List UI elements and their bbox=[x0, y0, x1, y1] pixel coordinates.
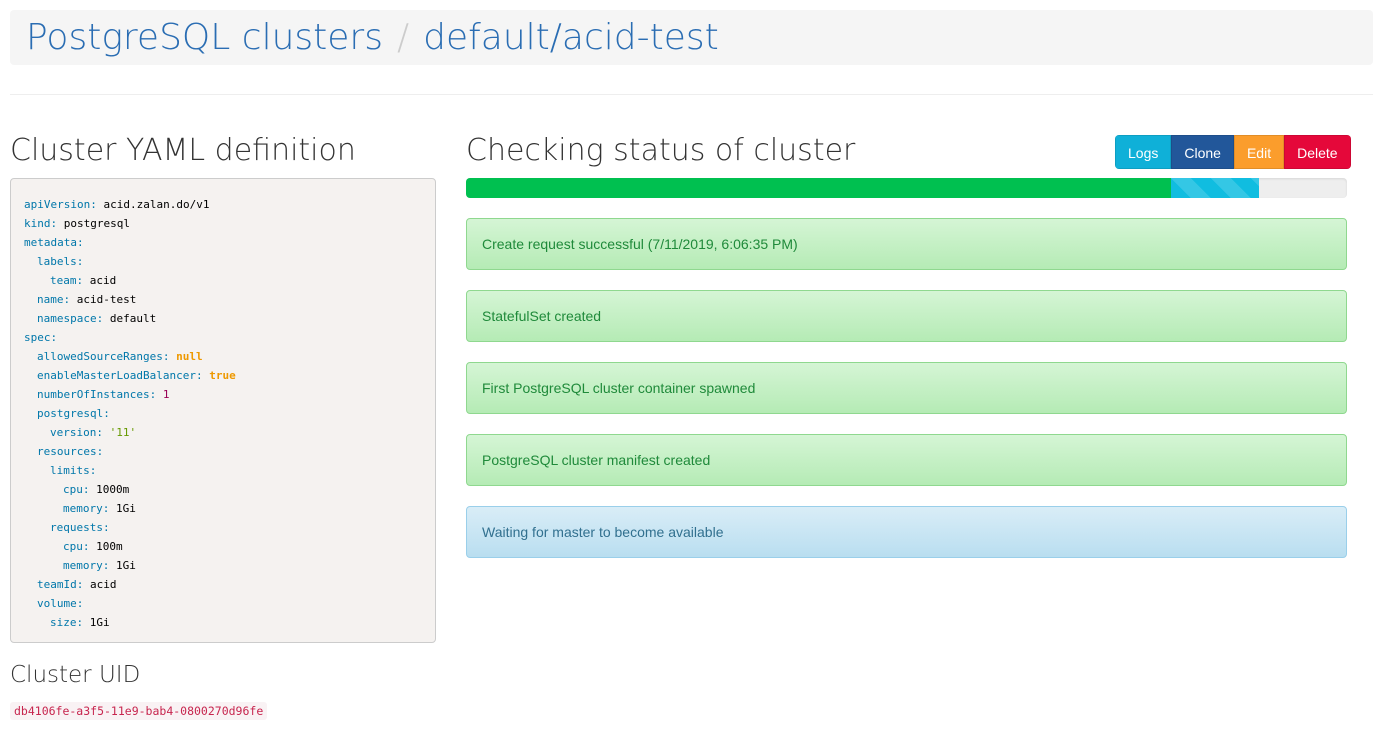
yaml-key: memory bbox=[63, 559, 103, 572]
yaml-value: acid bbox=[90, 578, 117, 591]
yaml-value: '11' bbox=[109, 426, 137, 439]
action-buttons: Logs Clone Edit Delete bbox=[1115, 135, 1351, 169]
yaml-key: teamId bbox=[37, 578, 77, 591]
yaml-key: team bbox=[50, 274, 77, 287]
yaml-line: team: acid bbox=[50, 274, 117, 287]
yaml-value: 1Gi bbox=[89, 616, 110, 629]
yaml-line: labels: bbox=[37, 255, 84, 268]
yaml-line: memory: 1Gi bbox=[63, 502, 136, 515]
yaml-line: spec: bbox=[24, 331, 58, 344]
status-message-success: StatefulSet created bbox=[466, 290, 1347, 342]
yaml-line: name: acid-test bbox=[37, 293, 137, 306]
status-title: Checking status of cluster bbox=[466, 133, 856, 168]
yaml-line: resources: bbox=[37, 445, 104, 458]
yaml-key: cpu bbox=[63, 483, 83, 496]
yaml-key: limits bbox=[50, 464, 90, 477]
yaml-key: enableMasterLoadBalancer bbox=[37, 369, 196, 382]
yaml-value: true bbox=[209, 369, 236, 382]
uid-title: Cluster UID bbox=[10, 662, 141, 688]
yaml-key: requests bbox=[50, 521, 103, 534]
yaml-value: 1Gi bbox=[116, 502, 136, 515]
yaml-line: namespace: default bbox=[37, 312, 157, 325]
status-message-success: PostgreSQL cluster manifest created bbox=[466, 434, 1347, 486]
yaml-key: allowedSourceRanges bbox=[37, 350, 163, 363]
yaml-key: volume bbox=[37, 597, 77, 610]
yaml-line: kind: postgresql bbox=[24, 217, 130, 230]
yaml-key: kind bbox=[24, 217, 51, 230]
status-message-info: Waiting for master to become available bbox=[466, 506, 1347, 558]
cluster-uid: db4106fe-a3f5-11e9-bab4-0800270d96fe bbox=[10, 702, 268, 720]
yaml-value: 1Gi bbox=[116, 559, 136, 572]
yaml-line: cpu: 100m bbox=[63, 540, 123, 553]
yaml-value: acid bbox=[89, 274, 117, 287]
yaml-line: enableMasterLoadBalancer: true bbox=[37, 369, 236, 382]
yaml-line: limits: bbox=[50, 464, 97, 477]
breadcrumb: PostgreSQL clusters / default/acid-test bbox=[10, 10, 1373, 65]
yaml-value: default bbox=[109, 312, 157, 325]
yaml-key: apiVersion bbox=[24, 198, 91, 211]
yaml-line: cpu: 1000m bbox=[63, 483, 130, 496]
yaml-line: numberOfInstances: 1 bbox=[37, 388, 170, 401]
edit-button[interactable]: Edit bbox=[1233, 135, 1285, 169]
yaml-line: version: '11' bbox=[50, 426, 137, 439]
yaml-definition: apiVersion: acid.zalan.do/v1 kind: postgr… bbox=[10, 178, 436, 643]
yaml-value: 1 bbox=[162, 388, 170, 401]
yaml-key: cpu bbox=[63, 540, 83, 553]
breadcrumb-clusters-link[interactable]: PostgreSQL clusters bbox=[26, 17, 383, 58]
status-message-success: First PostgreSQL cluster container spawn… bbox=[466, 362, 1347, 414]
yaml-key: spec bbox=[24, 331, 51, 344]
yaml-key: name bbox=[37, 293, 64, 306]
divider bbox=[10, 94, 1373, 95]
yaml-line: size: 1Gi bbox=[50, 616, 110, 629]
logs-button[interactable]: Logs bbox=[1115, 135, 1172, 169]
yaml-line: postgresql: bbox=[37, 407, 110, 420]
yaml-value: acid.zalan.do/v1 bbox=[103, 198, 210, 211]
yaml-line: metadata: bbox=[24, 236, 84, 249]
yaml-key: size bbox=[50, 616, 77, 629]
yaml-key: memory bbox=[63, 502, 103, 515]
yaml-key: postgresql bbox=[37, 407, 104, 420]
yaml-value: null bbox=[176, 350, 203, 363]
yaml-value: 1000m bbox=[96, 483, 130, 496]
progress-success-segment bbox=[466, 178, 1171, 198]
yaml-line: teamId: acid bbox=[37, 578, 117, 591]
status-message-success: Create request successful (7/11/2019, 6:… bbox=[466, 218, 1347, 270]
yaml-line: allowedSourceRanges: null bbox=[37, 350, 203, 363]
delete-button[interactable]: Delete bbox=[1284, 135, 1351, 169]
yaml-value: 100m bbox=[96, 540, 123, 553]
breadcrumb-separator: / bbox=[396, 17, 410, 58]
yaml-line: memory: 1Gi bbox=[63, 559, 136, 572]
yaml-key: version bbox=[50, 426, 97, 439]
yaml-key: resources bbox=[37, 445, 97, 458]
yaml-line: apiVersion: acid.zalan.do/v1 bbox=[24, 198, 210, 211]
yaml-line: requests: bbox=[50, 521, 110, 534]
yaml-value: acid-test bbox=[76, 293, 137, 306]
yaml-title: Cluster YAML definition bbox=[10, 133, 356, 168]
breadcrumb-current-link[interactable]: default/acid-test bbox=[423, 17, 719, 58]
yaml-key: namespace bbox=[37, 312, 97, 325]
progress-active-segment bbox=[1170, 178, 1259, 198]
yaml-line: volume: bbox=[37, 597, 84, 610]
yaml-value: postgresql bbox=[63, 217, 130, 230]
yaml-key: metadata bbox=[24, 236, 77, 249]
status-progress-bar bbox=[466, 178, 1347, 198]
yaml-key: numberOfInstances bbox=[37, 388, 150, 401]
clone-button[interactable]: Clone bbox=[1171, 135, 1234, 169]
yaml-key: labels bbox=[37, 255, 77, 268]
